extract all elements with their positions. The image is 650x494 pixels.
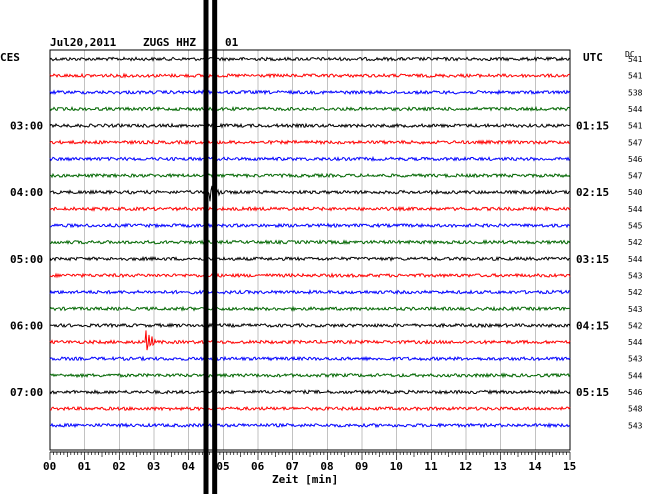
dc-offset-label: 543	[628, 271, 643, 280]
dc-offset-label: 548	[628, 405, 643, 414]
x-tick-label: 12	[459, 460, 472, 473]
trace-line	[49, 330, 571, 351]
trace-line	[49, 105, 571, 112]
right-hour-label: 04:15	[576, 319, 609, 332]
saturation-band	[212, 0, 218, 494]
trace-line	[49, 305, 571, 312]
dc-offset-label: 543	[628, 305, 643, 314]
dc-offset-label: 542	[628, 288, 643, 297]
dc-offset-label: 542	[628, 238, 643, 247]
x-tick-label: 04	[182, 460, 196, 473]
trace-line	[49, 172, 571, 179]
trace-line	[49, 205, 571, 212]
trace-line	[49, 405, 571, 412]
channel-label: 01	[225, 36, 239, 49]
x-tick-label: 15	[563, 460, 576, 473]
x-tick-label: 07	[286, 460, 299, 473]
date-label: Jul20,2011	[50, 36, 117, 49]
traces-layer	[49, 56, 571, 429]
grid-layer	[49, 49, 571, 451]
dc-offset-label: 546	[628, 388, 643, 397]
x-tick-label: 14	[528, 460, 542, 473]
dc-offset-label: 544	[628, 205, 643, 214]
dc-header-label: DC	[625, 50, 635, 59]
trace-line	[49, 355, 571, 362]
dc-offset-label: 544	[628, 338, 643, 347]
dc-offset-label: 544	[628, 371, 643, 380]
trace-line	[49, 122, 571, 129]
x-tick-label: 00	[43, 460, 56, 473]
dc-offset-label: 542	[628, 321, 643, 330]
plot-frame	[49, 49, 571, 451]
left-hour-label: 07:00	[10, 386, 43, 399]
saturated-bands	[203, 0, 218, 494]
x-tick-label: 01	[78, 460, 92, 473]
trace-line	[49, 239, 571, 246]
x-tick-label: 11	[424, 460, 438, 473]
dc-offset-label: 543	[628, 421, 643, 430]
x-tick-label: 06	[251, 460, 265, 473]
trace-line	[49, 322, 571, 329]
station-label: ZUGS HHZ	[143, 36, 196, 49]
x-tick-label: 05	[216, 460, 229, 473]
x-axis: 00 01 02 03 04 05 06 07 08 09 10 11 12 13 14 15	[43, 451, 576, 473]
trace-line	[49, 272, 571, 279]
dc-offset-label: 541	[628, 55, 643, 64]
trace-line	[49, 89, 571, 96]
trace-line	[49, 372, 571, 379]
dc-offset-label: 538	[628, 88, 643, 97]
right-hour-label: 02:15	[576, 186, 609, 199]
x-axis-label: Zeit [min]	[272, 473, 338, 486]
trace-line	[49, 255, 570, 262]
dc-offset-label: 545	[628, 222, 643, 231]
x-tick-label: 03	[147, 460, 160, 473]
x-tick-label: 09	[355, 460, 368, 473]
x-tick-label: 08	[320, 460, 333, 473]
trace-line	[49, 389, 571, 395]
left-hour-label: 05:00	[10, 253, 43, 266]
trace-line	[49, 185, 571, 202]
trace-line	[50, 222, 571, 229]
right-hour-label: 03:15	[576, 253, 609, 266]
trace-line	[49, 72, 571, 79]
dc-offset-label: 547	[628, 138, 643, 147]
trace-line	[49, 56, 571, 62]
left-hour-label: 03:00	[10, 120, 43, 133]
trace-line	[49, 288, 571, 295]
left-hour-label: 04:00	[10, 186, 43, 199]
right-hour-label: 01:15	[576, 120, 609, 133]
dc-offset-label: 543	[628, 355, 643, 364]
dc-offset-label: 544	[628, 105, 643, 114]
dc-offset-label: 541	[628, 122, 643, 131]
saturation-band	[203, 0, 209, 494]
x-tick-label: 10	[390, 460, 403, 473]
right-timezone-label: UTC	[583, 51, 603, 64]
trace-line	[49, 422, 571, 429]
dc-offset-label: 546	[628, 155, 643, 164]
trace-line	[49, 139, 571, 146]
right-hour-label: 05:15	[576, 386, 609, 399]
x-tick-label: 02	[112, 460, 125, 473]
dc-offset-label: 547	[628, 172, 643, 181]
left-timezone-label: CES	[0, 51, 20, 64]
dc-offset-label: 544	[628, 255, 643, 264]
left-hour-label: 06:00	[10, 319, 43, 332]
dc-offset-label: 540	[628, 188, 643, 197]
trace-line	[49, 155, 571, 162]
dc-offset-label: 541	[628, 72, 643, 81]
x-tick-label: 13	[494, 460, 507, 473]
